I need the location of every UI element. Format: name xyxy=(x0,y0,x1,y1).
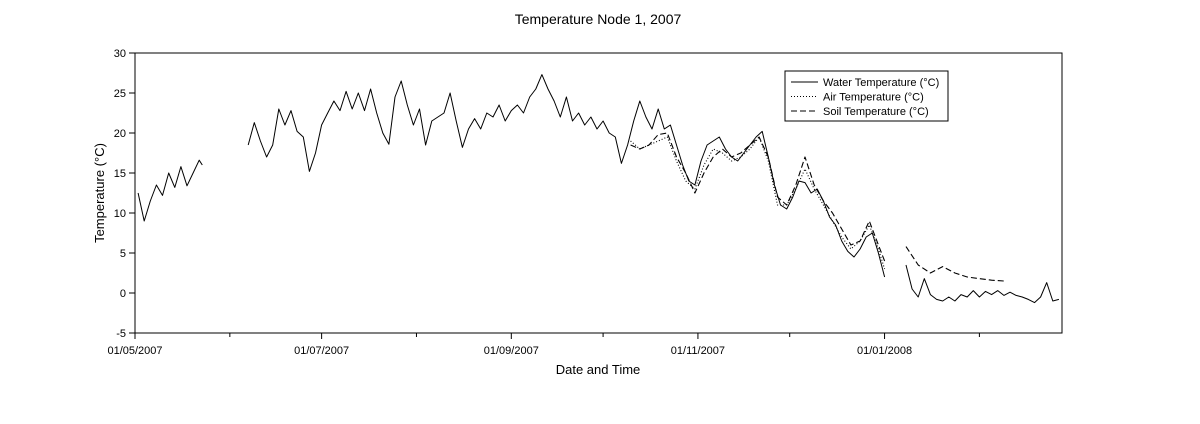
series-line xyxy=(905,264,1060,304)
series-line xyxy=(905,246,1004,282)
series-2 xyxy=(630,136,886,270)
y-tick-label: 0 xyxy=(120,288,126,300)
legend-label: Soil Temperature (°C) xyxy=(823,106,929,118)
x-tick-label: 01/11/2007 xyxy=(671,345,725,357)
x-tick-label: 01/01/2008 xyxy=(857,345,912,357)
legend-box xyxy=(784,70,949,122)
x-tick-label: 01/05/2007 xyxy=(107,345,162,357)
x-tick-label: 01/09/2007 xyxy=(484,345,539,357)
plot-frame xyxy=(134,52,1063,334)
y-tick-label: 10 xyxy=(114,208,126,220)
legend: Water Temperature (°C) Air Temperature (°… xyxy=(784,70,949,122)
plot-area: -5 0 5 10 15 20 25 30 01/05/2007 01/07/2007 01/09… xyxy=(107,48,1063,357)
y-tick-label: -5 xyxy=(116,328,126,340)
y-tick-label: 5 xyxy=(120,248,126,260)
series-line xyxy=(137,159,203,222)
chart-title: Temperature Node 1, 2007 xyxy=(515,11,682,27)
y-tick-label: 20 xyxy=(114,128,126,140)
y-axis: -5 0 5 10 15 20 25 30 xyxy=(114,48,135,340)
series-line xyxy=(630,132,886,262)
x-tick-label: 01/07/2007 xyxy=(294,345,349,357)
y-tick-label: 15 xyxy=(114,168,126,180)
series-layer xyxy=(137,74,1060,304)
y-tick-label: 25 xyxy=(114,88,126,100)
series-3 xyxy=(630,132,1004,282)
y-axis-title: Temperature (°C) xyxy=(92,143,107,243)
x-axis: 01/05/2007 01/07/2007 01/09/2007 01/11/2007… xyxy=(107,333,980,357)
legend-label: Water Temperature (°C) xyxy=(823,77,939,89)
y-tick-label: 30 xyxy=(114,48,126,60)
legend-label: Air Temperature (°C) xyxy=(823,92,924,104)
x-axis-title: Date and Time xyxy=(556,362,641,377)
series-line xyxy=(630,136,886,270)
